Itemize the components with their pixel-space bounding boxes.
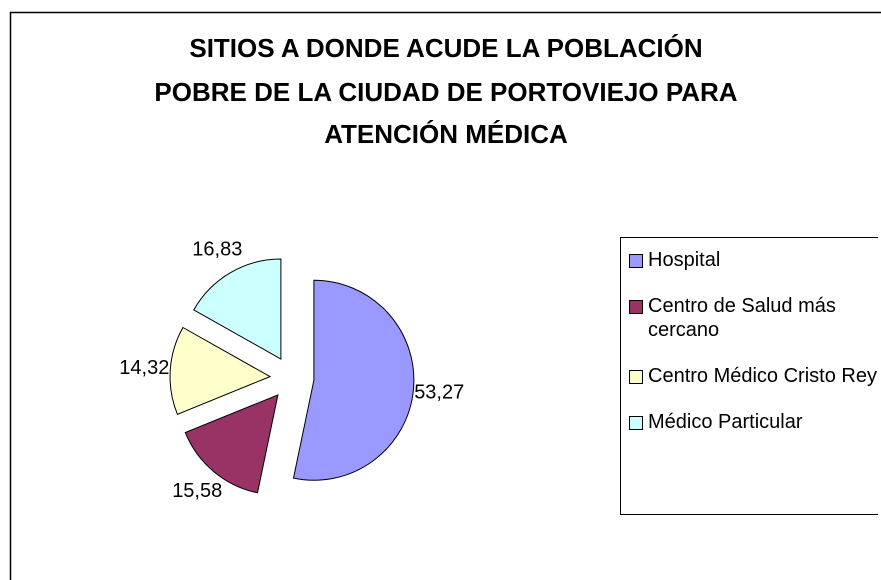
data-label: 16,83 [192, 238, 242, 260]
chart-border [9, 11, 881, 580]
legend-swatch [629, 416, 643, 430]
legend-swatch [629, 370, 643, 384]
pie-slice [193, 258, 282, 360]
data-label: 53,27 [414, 381, 464, 403]
chart-title: ATENCIÓN MÉDICA [324, 119, 568, 149]
data-label: 14,32 [119, 357, 169, 379]
legend-item: Médico Particular [629, 410, 878, 434]
pie-slice [169, 326, 272, 415]
legend-label: Centro de Salud más cercano [648, 295, 836, 341]
pie-slice [184, 394, 279, 494]
chart-title: POBRE DE LA CIUDAD DE PORTOVIEJO PARA [154, 77, 737, 107]
chart-title: SITIOS A DONDE ACUDE LA POBLACIÓN [189, 33, 702, 63]
legend-item: Centro Médico Cristo Rey [629, 364, 878, 388]
legend-swatch [629, 254, 643, 268]
legend-label: Hospital [648, 249, 721, 271]
legend-label: Médico Particular [648, 411, 803, 433]
legend-swatch [629, 300, 643, 314]
legend-label: Centro Médico Cristo Rey [648, 365, 877, 387]
legend-item: Centro de Salud más cercano [629, 294, 878, 342]
data-label: 15,58 [172, 480, 222, 502]
pie-slice [292, 279, 415, 481]
legend-item: Hospital [629, 248, 878, 272]
legend: Hospital Centro de Salud más cercano Centr… [620, 237, 878, 515]
